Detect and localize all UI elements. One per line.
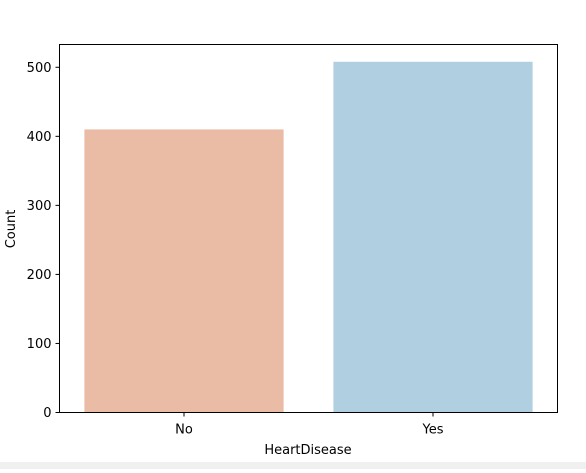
- y-axis-label: Count: [4, 210, 19, 249]
- x-axis-label: HeartDisease: [264, 443, 351, 458]
- y-tick-label: 100: [27, 337, 52, 352]
- y-tick-label: 0: [43, 406, 51, 421]
- bar-yes: [333, 61, 533, 413]
- bottom-strip: [0, 462, 586, 469]
- x-axis-ticks: No Yes: [175, 412, 444, 438]
- axes-frame: [59, 44, 558, 413]
- bars-group: [84, 61, 533, 413]
- x-tick-label: No: [175, 423, 193, 438]
- y-tick-label: 500: [27, 61, 52, 76]
- bar-no: [84, 129, 284, 413]
- y-tick-label: 300: [27, 199, 52, 214]
- y-tick-label: 200: [27, 268, 52, 283]
- y-axis-ticks: 0 100 200 300 400 500: [27, 61, 60, 421]
- y-tick-label: 400: [27, 130, 52, 145]
- x-tick-label: Yes: [422, 423, 444, 438]
